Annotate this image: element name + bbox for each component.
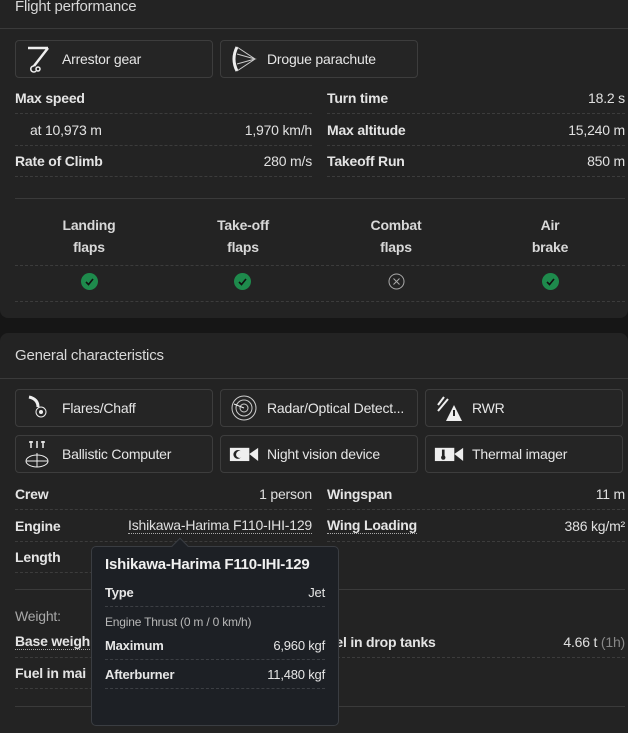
feature-flares[interactable]: Flares/Chaff bbox=[15, 389, 213, 427]
stat-label: Engine bbox=[15, 517, 61, 534]
stat-value: 850 m bbox=[587, 152, 625, 169]
tooltip-label: Type bbox=[105, 584, 134, 600]
feature-night-vision[interactable]: Night vision device bbox=[220, 435, 418, 473]
feature-label: Drogue parachute bbox=[267, 51, 376, 67]
section-title: General characteristics bbox=[15, 347, 164, 364]
tooltip-label: Maximum bbox=[105, 637, 164, 653]
stat-value: 11 m bbox=[595, 485, 625, 502]
check-icon bbox=[234, 273, 251, 290]
divider bbox=[0, 28, 628, 29]
parachute-icon bbox=[232, 46, 257, 72]
stat-value: 280 m/s bbox=[263, 152, 313, 169]
feature-radar[interactable]: Radar/Optical Detect... bbox=[220, 389, 418, 427]
stat-row: Max speed bbox=[15, 82, 312, 114]
tooltip-row: Type Jet bbox=[105, 578, 325, 607]
tooltip-row: Maximum 6,960 kgf bbox=[105, 631, 325, 660]
stat-row: Wingspan 11 m bbox=[327, 478, 625, 510]
stat-row: Engine Ishikawa-Harima F110-IHI-129 bbox=[15, 510, 312, 542]
flap-combat: Combat flaps bbox=[370, 217, 422, 255]
stat-extra: (1h) bbox=[600, 633, 625, 650]
flares-icon bbox=[28, 395, 47, 418]
divider bbox=[15, 198, 625, 199]
stat-label[interactable]: Base weigh bbox=[15, 633, 91, 650]
rwr-warning-icon bbox=[437, 396, 462, 421]
feature-rwr[interactable]: RWR bbox=[425, 389, 623, 427]
stat-label: Length bbox=[15, 548, 61, 565]
arrestor-gear-icon bbox=[28, 46, 49, 73]
feature-arrestor-gear[interactable]: Arrestor gear bbox=[15, 40, 213, 78]
stat-value: 1,970 km/h bbox=[244, 121, 312, 138]
stat-label: Rate of Climb bbox=[15, 152, 103, 169]
flight-performance-panel: Flight performance Arrestor gear Drogue … bbox=[0, 0, 628, 318]
weight-label: Weight: bbox=[15, 608, 61, 624]
tooltip-value: 6,960 kgf bbox=[273, 637, 325, 653]
thermal-camera-icon bbox=[434, 447, 464, 462]
stat-value: 4.66 t bbox=[563, 633, 598, 650]
stat-row: Crew 1 person bbox=[15, 478, 312, 510]
feature-label: Night vision device bbox=[267, 446, 380, 462]
engine-tooltip: Ishikawa-Harima F110-IHI-129 Type Jet Eng… bbox=[91, 537, 339, 726]
feature-thermal-imager[interactable]: Thermal imager bbox=[425, 435, 623, 473]
engine-link[interactable]: Ishikawa-Harima F110-IHI-129 bbox=[128, 517, 312, 534]
divider bbox=[15, 265, 625, 266]
wing-loading-link[interactable]: Wing Loading bbox=[327, 517, 418, 534]
tooltip-label: Afterburner bbox=[105, 666, 175, 682]
cross-circle-icon bbox=[388, 273, 405, 290]
night-vision-camera-icon bbox=[229, 447, 259, 462]
feature-drogue-parachute[interactable]: Drogue parachute bbox=[220, 40, 418, 78]
feature-label: Ballistic Computer bbox=[62, 446, 172, 462]
tooltip-title: Ishikawa-Harima F110-IHI-129 bbox=[105, 556, 310, 573]
section-title: Flight performance bbox=[15, 0, 137, 15]
stat-value: 15,240 m bbox=[568, 121, 625, 138]
stat-label: Turn time bbox=[327, 89, 388, 106]
check-icon bbox=[81, 273, 98, 290]
stat-label: Wingspan bbox=[327, 485, 393, 502]
stat-label: Fuel in mai bbox=[15, 664, 86, 681]
stat-value: 1 person bbox=[259, 485, 312, 502]
stat-value: 18.2 s bbox=[588, 89, 625, 106]
stat-label: uel in drop tanks bbox=[327, 633, 436, 650]
stat-row: Takeoff Run 850 m bbox=[327, 145, 625, 177]
stat-label: Crew bbox=[15, 485, 49, 502]
divider bbox=[15, 301, 625, 302]
thrust-subtitle: Engine Thrust (0 m / 0 km/h) bbox=[105, 615, 252, 629]
feature-label: Arrestor gear bbox=[62, 51, 142, 67]
flap-landing: Landing flaps bbox=[62, 217, 116, 255]
stat-row: Max altitude 15,240 m bbox=[327, 114, 625, 146]
stat-label: Takeoff Run bbox=[327, 152, 405, 169]
stat-row: at 10,973 m 1,970 km/h bbox=[15, 114, 312, 146]
air-brake: Air brake bbox=[531, 217, 569, 255]
stat-label: Max altitude bbox=[327, 121, 406, 138]
feature-label: Radar/Optical Detect... bbox=[267, 400, 405, 416]
feature-label: RWR bbox=[472, 400, 505, 416]
stat-label: Max speed bbox=[15, 89, 85, 106]
stat-row: Wing Loading 386 kg/m² bbox=[327, 510, 625, 542]
divider bbox=[0, 378, 628, 379]
radar-icon bbox=[231, 395, 257, 421]
stat-value: 386 kg/m² bbox=[564, 517, 626, 534]
tooltip-value: Jet bbox=[308, 584, 325, 600]
ballistic-computer-icon bbox=[25, 441, 49, 468]
flap-takeoff: Take-off flaps bbox=[217, 217, 269, 255]
feature-label: Flares/Chaff bbox=[62, 400, 136, 416]
tooltip-value: 11,480 kgf bbox=[267, 666, 325, 682]
tooltip-row: Afterburner 11,480 kgf bbox=[105, 660, 325, 689]
feature-label: Thermal imager bbox=[472, 446, 568, 462]
check-icon bbox=[542, 273, 559, 290]
stat-row: Rate of Climb 280 m/s bbox=[15, 145, 312, 177]
stat-row: Turn time 18.2 s bbox=[327, 82, 625, 114]
feature-ballistic-computer[interactable]: Ballistic Computer bbox=[15, 435, 213, 473]
stat-row: uel in drop tanks 4.66 t (1h) bbox=[327, 626, 625, 658]
stat-label: at 10,973 m bbox=[30, 121, 102, 138]
